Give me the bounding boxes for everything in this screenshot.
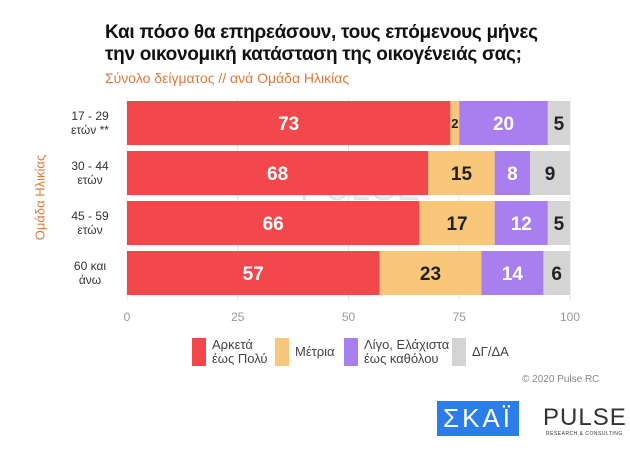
skai-logo: ΣΚΑΪ	[437, 401, 519, 436]
category-label: 30 - 44 ετών	[60, 159, 120, 187]
bar-segment	[543, 251, 570, 295]
category-label-line: 45 - 59	[71, 209, 109, 223]
category-label-line: 17 - 29	[71, 109, 109, 123]
bar-segment	[450, 101, 460, 145]
legend-swatch	[452, 338, 466, 366]
legend-item: Μέτρια	[275, 338, 335, 366]
copyright: © 2020 Pulse RC	[522, 374, 600, 385]
chart-title: Και πόσο θα επηρεάσουν, τους επόμενους μ…	[105, 22, 538, 66]
bar-segment	[530, 151, 570, 195]
legend-label: Λίγο, Ελάχιστα έως καθόλου	[364, 338, 449, 366]
legend-label: Αρκετά έως Πολύ	[212, 338, 268, 366]
data-label: 23	[420, 264, 441, 285]
category-label-line: 60 και	[73, 259, 107, 273]
x-tick-label: 75	[453, 310, 467, 324]
bar-segment	[547, 101, 570, 145]
legend-item: Αρκετά έως Πολύ	[192, 338, 268, 366]
legend-label-line: Λίγο, Ελάχιστα	[364, 337, 450, 352]
bar-segment	[481, 251, 544, 295]
bar-segment	[127, 101, 451, 145]
data-label: 5	[554, 114, 565, 135]
data-label: 9	[545, 164, 556, 185]
data-label: 68	[267, 164, 288, 185]
data-label: 20	[493, 114, 514, 135]
pulse-logo-subtitle: RESEARCH & CONSULTING	[546, 431, 623, 437]
bar-segment	[419, 201, 495, 245]
bar-segment	[127, 201, 420, 245]
data-label: 73	[278, 114, 299, 135]
legend-item: ΔΓ/ΔΑ	[452, 338, 509, 366]
bar-segment	[127, 251, 380, 295]
x-tick-label: 0	[124, 310, 131, 324]
legend-swatch	[275, 338, 289, 366]
legend-swatch	[192, 338, 206, 366]
chart-subtitle: Σύνολο δείγματος // ανά Ομάδα Ηλικίας	[105, 70, 350, 86]
data-label: 66	[263, 214, 284, 235]
bar-segment	[127, 151, 429, 195]
category-label: 60 και άνω	[60, 259, 120, 287]
bar-segment	[459, 101, 548, 145]
legend-label: Μέτρια	[295, 345, 335, 359]
data-label: 6	[551, 264, 562, 285]
category-label-line: 30 - 44	[71, 159, 109, 173]
legend-label-line: Αρκετά	[212, 337, 253, 352]
legend-label-line: έως καθόλου	[364, 351, 439, 366]
x-tick-label: 50	[342, 310, 356, 324]
data-label: 14	[502, 264, 524, 285]
category-label: 45 - 59 ετών	[60, 209, 120, 237]
category-label-line: ετών	[77, 223, 103, 237]
category-label-line: ετών	[77, 173, 103, 187]
title-line-2: την οικονομική κατάσταση της οικογένειάς…	[105, 44, 522, 65]
legend-item: Λίγο, Ελάχιστα έως καθόλου	[344, 338, 449, 366]
data-label: 2	[451, 116, 458, 131]
category-label-line: άνω	[78, 273, 102, 287]
bar-segment	[547, 201, 570, 245]
data-label: 15	[451, 164, 473, 185]
data-label: 8	[507, 164, 518, 185]
category-label-line: ετών **	[71, 123, 109, 137]
bar-segment	[494, 151, 531, 195]
data-label: 5	[554, 214, 565, 235]
x-tick-label: 25	[231, 310, 245, 324]
data-label: 17	[446, 214, 467, 235]
x-tick-label: 100	[560, 310, 580, 324]
legend-label: ΔΓ/ΔΑ	[472, 345, 509, 359]
data-label: 57	[243, 264, 264, 285]
bar-segment	[494, 201, 548, 245]
legend-label-line: Μέτρια	[295, 344, 335, 359]
bar-segment	[379, 251, 482, 295]
legend-swatch	[344, 338, 358, 366]
title-line-1: Και πόσο θα επηρεάσουν, τους επόμενους μ…	[105, 22, 538, 43]
bar-segment	[428, 151, 495, 195]
legend-label-line: ΔΓ/ΔΑ	[472, 344, 509, 359]
legend-label-line: έως Πολύ	[212, 351, 268, 366]
pulse-logo: PULSE	[543, 404, 627, 431]
data-label: 12	[511, 214, 532, 235]
category-label: 17 - 29 ετών **	[60, 109, 120, 137]
